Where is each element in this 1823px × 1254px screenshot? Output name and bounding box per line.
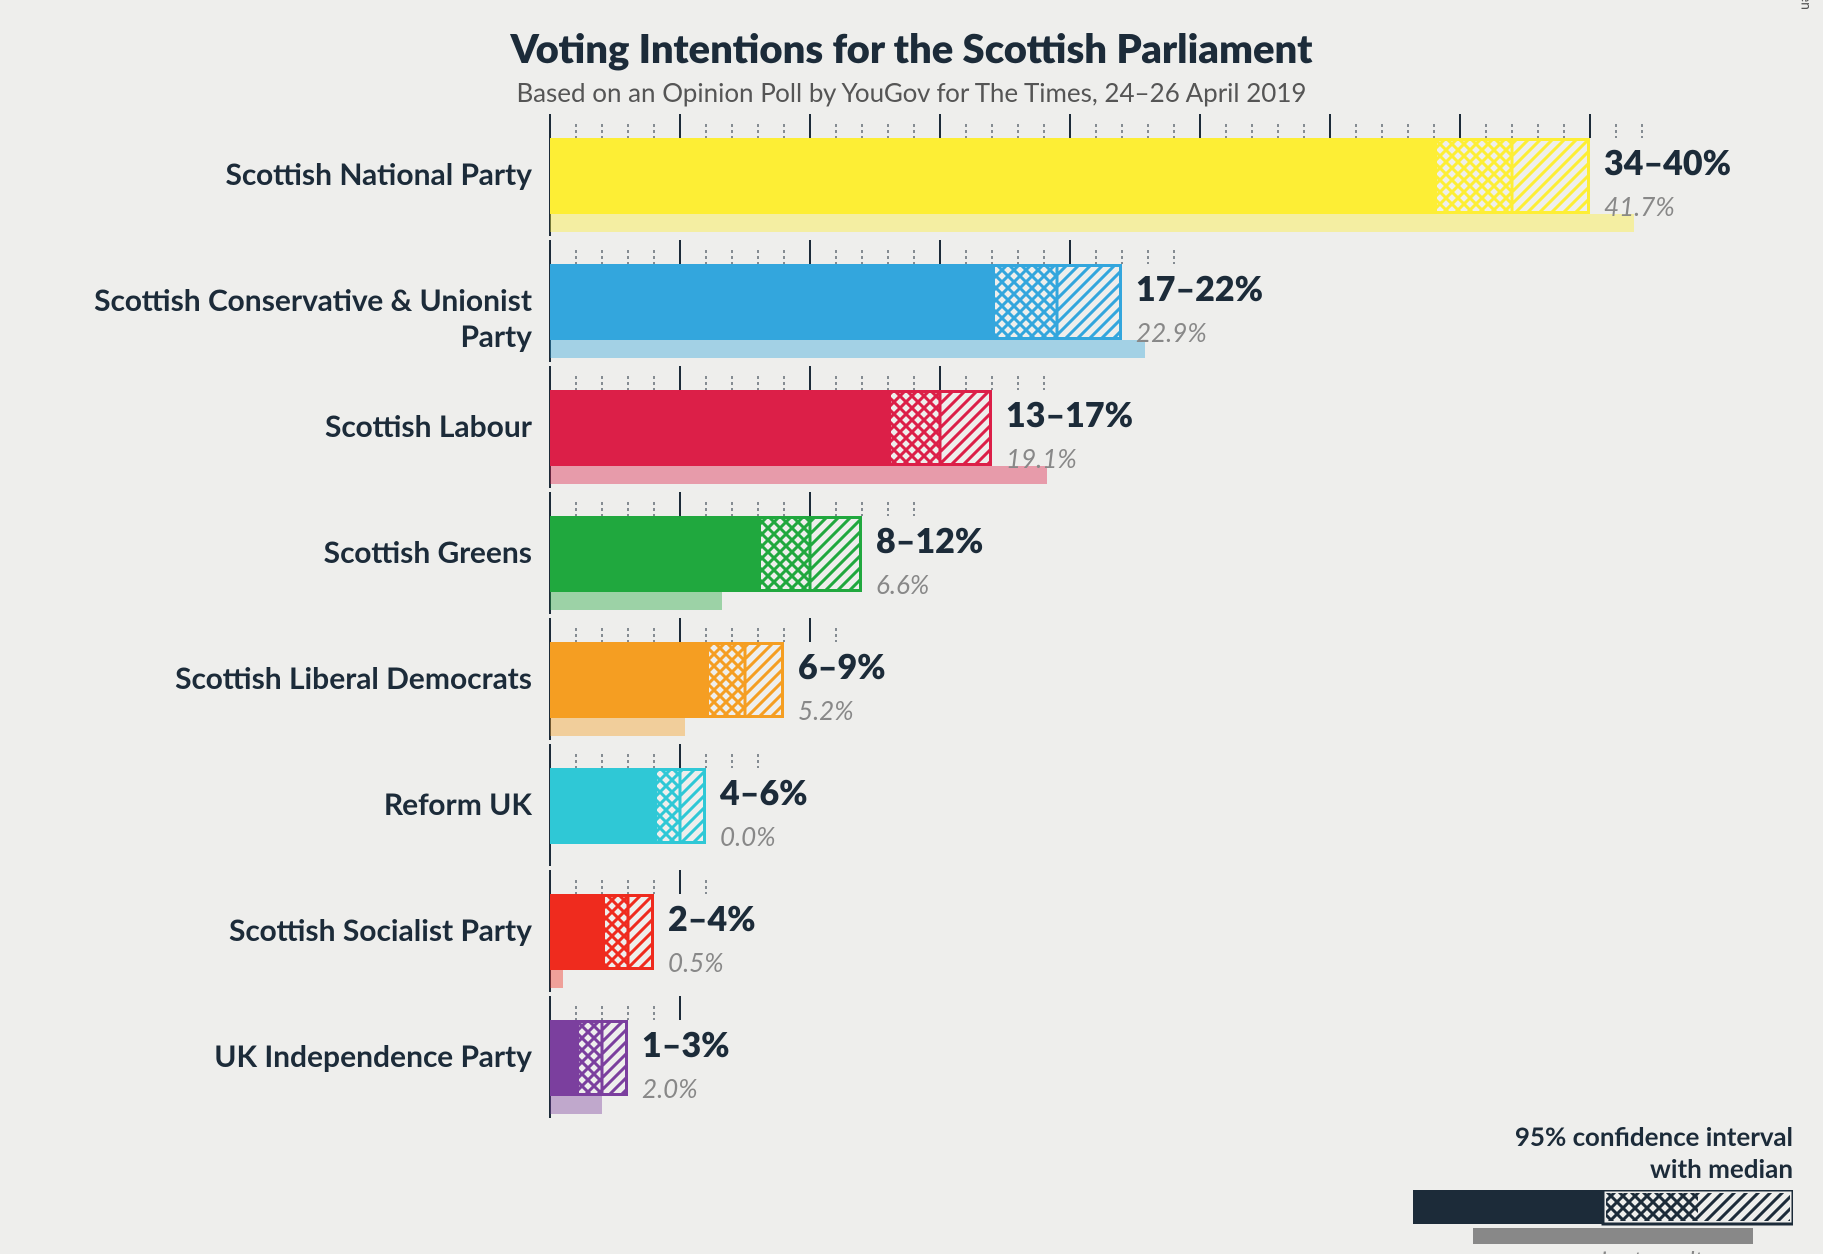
party-bar-ci [1434, 138, 1590, 214]
party-range-label: 13–17% [1006, 394, 1133, 435]
party-label: Reform UK [22, 786, 532, 822]
party-label: Scottish Conservative & Unionist Party [22, 282, 532, 354]
party-prev-bar [550, 214, 1634, 232]
party-bar-solid [550, 1020, 576, 1096]
party-bar-ci [576, 1020, 628, 1096]
legend-line2: with median [1363, 1152, 1793, 1184]
party-prev-bar [550, 592, 722, 610]
party-prev-label: 0.0% [720, 820, 776, 852]
legend-last-result: Last result [1601, 1246, 1703, 1254]
party-prev-bar [550, 970, 563, 988]
party-range-label: 4–6% [720, 772, 808, 813]
party-bar-ci [706, 642, 784, 718]
party-prev-label: 19.1% [1006, 442, 1077, 474]
party-bar-ci [654, 768, 706, 844]
party-prev-bar [550, 340, 1145, 358]
party-bar-ci [992, 264, 1122, 340]
legend: 95% confidence intervalwith median Last … [1363, 1120, 1793, 1224]
party-prev-label: 22.9% [1136, 316, 1207, 348]
party-range-label: 34–40% [1604, 142, 1731, 183]
party-bar-solid [550, 390, 888, 466]
party-prev-bar [550, 1096, 602, 1114]
party-label: Scottish Socialist Party [22, 912, 532, 948]
party-prev-label: 0.5% [668, 946, 724, 978]
party-bar-ci [888, 390, 992, 466]
party-bar-solid [550, 516, 758, 592]
party-label: Scottish Liberal Democrats [22, 660, 532, 696]
party-prev-bar [550, 718, 685, 736]
party-prev-bar [550, 466, 1047, 484]
party-bar-solid [550, 894, 602, 970]
party-bar-ci [758, 516, 862, 592]
party-range-label: 2–4% [668, 898, 756, 939]
legend-line1: 95% confidence interval [1363, 1120, 1793, 1152]
party-bar-solid [550, 642, 706, 718]
party-range-label: 8–12% [876, 520, 983, 561]
party-prev-label: 6.6% [876, 568, 929, 600]
party-label: Scottish National Party [22, 156, 532, 192]
party-label: UK Independence Party [22, 1038, 532, 1074]
party-range-label: 17–22% [1136, 268, 1263, 309]
party-label: Scottish Greens [22, 534, 532, 570]
legend-swatch: Last result [1363, 1190, 1793, 1224]
party-bar-solid [550, 768, 654, 844]
party-range-label: 1–3% [642, 1024, 730, 1065]
party-label: Scottish Labour [22, 408, 532, 444]
party-range-label: 6–9% [798, 646, 886, 687]
party-prev-label: 2.0% [642, 1072, 698, 1104]
party-bar-solid [550, 138, 1434, 214]
party-prev-label: 5.2% [798, 694, 854, 726]
party-prev-label: 41.7% [1604, 190, 1675, 222]
party-bar-solid [550, 264, 992, 340]
party-bar-ci [602, 894, 654, 970]
